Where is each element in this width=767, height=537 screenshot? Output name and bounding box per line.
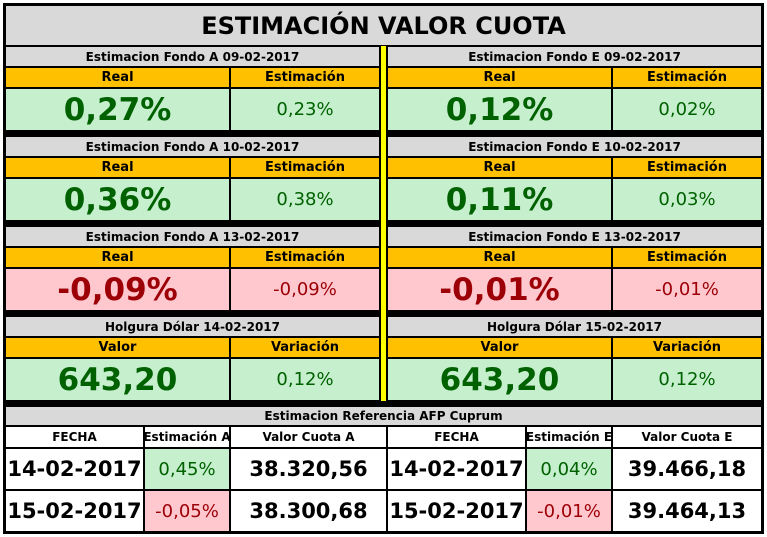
- col-header-estimacion-a: Estimación A: [144, 426, 230, 448]
- col-header-valor-cuota-e: Valor Cuota E: [612, 426, 762, 448]
- estimate-value: -0,09%: [230, 268, 380, 311]
- col-header-valor-cuota-a: Valor Cuota A: [230, 426, 387, 448]
- section-subtitle-right: Estimacion Fondo E 10-02-2017: [387, 136, 762, 157]
- header-real: Real: [387, 67, 612, 88]
- header-valor: Valor: [5, 337, 230, 358]
- header-estimacion: Estimación: [612, 247, 762, 268]
- table-cell-fecha: 15-02-2017: [5, 490, 144, 532]
- col-header-estimacion-e: Estimación E: [526, 426, 612, 448]
- dollar-value: 643,20: [387, 358, 612, 401]
- variation-value: 0,12%: [230, 358, 380, 401]
- real-value: 0,27%: [5, 88, 230, 131]
- table-cell-valor-cuota: 39.466,18: [612, 448, 762, 490]
- header-real: Real: [5, 247, 230, 268]
- table-cell-fecha: 15-02-2017: [387, 490, 526, 532]
- header-estimacion: Estimación: [230, 157, 380, 178]
- header-valor: Valor: [387, 337, 612, 358]
- center-divider: [380, 46, 387, 401]
- sheet-title: ESTIMACIÓN VALOR CUOTA: [5, 5, 762, 46]
- header-estimacion: Estimación: [612, 157, 762, 178]
- estimate-value: 0,23%: [230, 88, 380, 131]
- section-subtitle-left: Estimacion Fondo A 09-02-2017: [5, 46, 380, 67]
- section-subtitle-right: Estimacion Fondo E 13-02-2017: [387, 226, 762, 247]
- col-header-fecha-e: FECHA: [387, 426, 526, 448]
- section-subtitle-left: Estimacion Fondo A 10-02-2017: [5, 136, 380, 157]
- header-estimacion: Estimación: [612, 67, 762, 88]
- header-estimacion: Estimación: [230, 67, 380, 88]
- estimate-value: -0,01%: [612, 268, 762, 311]
- real-value: -0,09%: [5, 268, 230, 311]
- header-real: Real: [5, 157, 230, 178]
- header-real: Real: [387, 157, 612, 178]
- dollar-value: 643,20: [5, 358, 230, 401]
- table-cell-valor-cuota: 39.464,13: [612, 490, 762, 532]
- header-estimacion: Estimación: [230, 247, 380, 268]
- table-cell-valor-cuota: 38.320,56: [230, 448, 387, 490]
- section-subtitle-right: Estimacion Fondo E 09-02-2017: [387, 46, 762, 67]
- estimate-value: 0,02%: [612, 88, 762, 131]
- table-cell-estimacion: 0,04%: [526, 448, 612, 490]
- section-subtitle-left: Holgura Dólar 14-02-2017: [5, 316, 380, 337]
- real-value: 0,36%: [5, 178, 230, 221]
- estimate-value: 0,38%: [230, 178, 380, 221]
- real-value: 0,11%: [387, 178, 612, 221]
- variation-value: 0,12%: [612, 358, 762, 401]
- table-cell-fecha: 14-02-2017: [387, 448, 526, 490]
- real-value: 0,12%: [387, 88, 612, 131]
- table-cell-fecha: 14-02-2017: [5, 448, 144, 490]
- real-value: -0,01%: [387, 268, 612, 311]
- section-subtitle-left: Estimacion Fondo A 13-02-2017: [5, 226, 380, 247]
- header-variacion: Variación: [612, 337, 762, 358]
- col-header-fecha-a: FECHA: [5, 426, 144, 448]
- reference-title: Estimacion Referencia AFP Cuprum: [5, 406, 762, 426]
- header-real: Real: [387, 247, 612, 268]
- section-subtitle-right: Holgura Dólar 15-02-2017: [387, 316, 762, 337]
- header-variacion: Variación: [230, 337, 380, 358]
- table-cell-estimacion: -0,05%: [144, 490, 230, 532]
- table-cell-estimacion: -0,01%: [526, 490, 612, 532]
- table-cell-estimacion: 0,45%: [144, 448, 230, 490]
- table-cell-valor-cuota: 38.300,68: [230, 490, 387, 532]
- estimate-value: 0,03%: [612, 178, 762, 221]
- header-real: Real: [5, 67, 230, 88]
